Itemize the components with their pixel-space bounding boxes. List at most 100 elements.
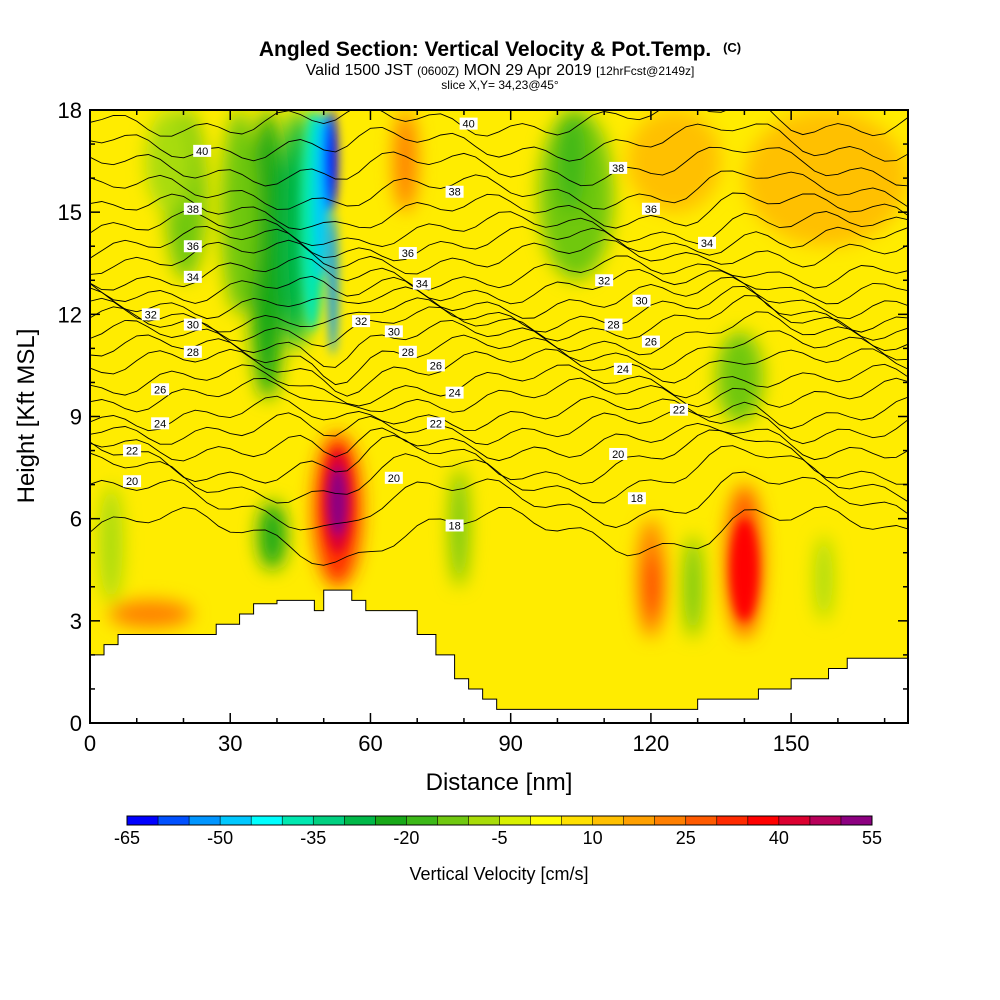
velocity-cell-11: [716, 331, 764, 424]
contour-label-23: 24: [151, 417, 170, 430]
contour-label-text: 22: [430, 418, 442, 430]
valid-date: MON 29 Apr 2019: [464, 62, 592, 79]
contour-label-text: 30: [187, 320, 199, 332]
colorbar-swatch-5: [282, 816, 314, 825]
contour-label-14: 30: [183, 318, 202, 332]
contour-label-20: 26: [151, 383, 170, 396]
y-tick-label: 6: [70, 507, 82, 532]
pot-temp-contour-32: [90, 276, 908, 320]
colorbar-swatch-10: [437, 816, 469, 825]
contour-label-bg: [426, 417, 445, 430]
contour-label-32: 18: [445, 519, 464, 532]
colorbar-swatch-6: [313, 816, 345, 825]
contour-label-text: 24: [154, 418, 166, 430]
velocity-cell-12: [99, 484, 123, 604]
contour-label-text: 36: [187, 241, 199, 253]
contour-label-text: 26: [645, 337, 657, 349]
contour-label-17: 28: [183, 345, 202, 359]
colorbar: -65 -50 -35 -20 -5 10 25 40 55: [114, 815, 882, 848]
x-tick-label: 120: [633, 731, 670, 756]
contour-label-bg: [459, 117, 478, 130]
colorbar-swatch-22: [809, 816, 842, 825]
pot-temp-contours: [90, 110, 908, 566]
velocity-cell-13: [258, 501, 287, 570]
contour-label-text: 22: [673, 405, 685, 417]
colorbar-swatch-20: [747, 816, 780, 825]
pot-temp-contour-38: [90, 192, 908, 230]
contour-label-bg: [445, 185, 464, 198]
contour-label-text: 34: [187, 272, 199, 284]
contour-label-text: 22: [126, 446, 138, 458]
colorbar-tick-label: -50: [207, 828, 233, 848]
contour-label-bg: [352, 315, 371, 328]
colorbar-swatch-0: [127, 816, 159, 825]
x-tick-label: 60: [358, 731, 382, 756]
contour-label-bg: [123, 475, 142, 488]
contour-label-9: 34: [412, 277, 431, 291]
contour-label-26: 22: [123, 444, 142, 458]
contour-label-bg: [595, 274, 614, 287]
velocity-cell-24: [730, 518, 759, 621]
velocity-cell-7: [323, 110, 338, 213]
contour-label-24: 24: [445, 386, 464, 400]
contour-label-bg: [604, 318, 623, 331]
contour-label-text: 32: [598, 275, 610, 287]
pot-temp-contour-39: [90, 170, 908, 210]
contour-label-28: 22: [669, 403, 688, 417]
contour-label-bg: [641, 335, 660, 348]
contour-label-3: 38: [445, 185, 464, 199]
x-tick-label: 150: [773, 731, 810, 756]
contour-label-5: 36: [183, 240, 202, 253]
y-tick-label: 9: [70, 405, 82, 430]
contour-label-27: 22: [426, 417, 445, 430]
pot-temp-contour-18: [90, 505, 908, 566]
colorbar-tick-label: 10: [583, 828, 603, 848]
contour-label-bg: [412, 277, 431, 290]
x-tick-label: 90: [498, 731, 522, 756]
pot-temp-contour-35: [90, 239, 908, 275]
pot-temp-contour-41: [90, 123, 908, 162]
colorbar-swatch-14: [561, 816, 594, 825]
contour-label-2: 38: [183, 202, 202, 216]
contour-label-text: 26: [154, 384, 166, 396]
contour-label-text: 18: [448, 520, 460, 532]
pot-temp-contour-37: [90, 210, 908, 247]
chart-subtitle: Valid 1500 JST (0600Z) MON 29 Apr 2019 […: [306, 62, 695, 79]
contour-label-6: 36: [398, 247, 417, 260]
contour-label-bg: [123, 444, 142, 457]
contour-label-30: 20: [384, 471, 403, 485]
contour-label-0: 40: [193, 144, 212, 158]
contour-label-bg: [632, 294, 651, 307]
pot-temp-contour-22: [90, 422, 908, 462]
contour-label-31: 20: [609, 447, 628, 461]
contour-label-text: 32: [145, 309, 157, 321]
x-axis-label: Distance [nm]: [426, 769, 573, 796]
contour-label-bg: [398, 247, 417, 260]
contour-label-text: 40: [196, 146, 208, 158]
contour-label-16: 30: [632, 294, 651, 308]
contour-label-bg: [641, 202, 660, 215]
contour-label-7: 36: [641, 202, 660, 216]
velocity-cell-8: [328, 212, 338, 356]
contour-label-10: 34: [698, 236, 717, 250]
chart-title: Angled Section: Vertical Velocity & Pot.…: [259, 38, 741, 61]
colorbar-tick-label: -65: [114, 828, 140, 848]
colorbar-tick-label: -20: [393, 828, 419, 848]
contour-label-text: 38: [612, 163, 624, 175]
y-tick-label: 12: [58, 302, 82, 327]
colorbar-swatch-16: [623, 816, 656, 825]
contour-label-19: 28: [604, 318, 623, 332]
contour-label-bg: [183, 202, 202, 215]
colorbar-swatch-8: [375, 816, 407, 825]
colorbar-swatch-1: [158, 816, 190, 825]
contour-label-text: 28: [607, 320, 619, 332]
contour-label-text: 36: [645, 204, 657, 216]
contour-label-bg: [398, 345, 417, 358]
contour-label-12: 32: [352, 315, 371, 328]
velocity-cell-17: [393, 110, 418, 213]
contour-label-text: 26: [430, 360, 442, 372]
pot-temp-contour-29: [90, 311, 908, 368]
pot-temp-contour-42: [90, 110, 908, 137]
